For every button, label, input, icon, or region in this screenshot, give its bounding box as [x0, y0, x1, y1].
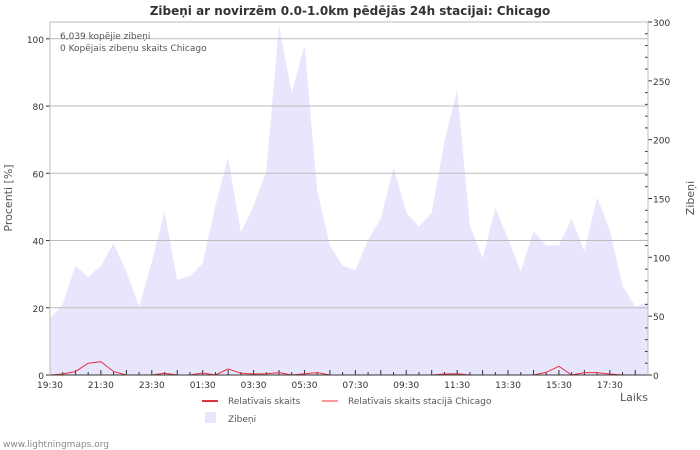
info-station: 0 Kopējais zibeņu skaits Chicago	[60, 44, 207, 54]
left-tick-label: 20	[33, 305, 45, 315]
legend-label-chicago: Relatīvais skaits stacijā Chicago	[348, 397, 492, 407]
left-tick-label: 40	[33, 238, 45, 248]
x-tick-label: 05:30	[291, 381, 317, 391]
x-tick-label: 11:30	[444, 381, 470, 391]
y-axis-left-label: Procenti [%]	[2, 164, 15, 231]
left-tick-label: 0	[38, 372, 44, 382]
x-tick-label: 03:30	[241, 381, 267, 391]
x-tick-label: 07:30	[342, 381, 368, 391]
x-tick-label: 15:30	[546, 381, 572, 391]
right-tick-label: 150	[653, 196, 670, 206]
x-tick-label: 09:30	[393, 381, 419, 391]
x-axis-label: Laiks	[620, 391, 648, 404]
right-tick-label: 250	[653, 78, 670, 88]
strikes-area	[50, 25, 648, 375]
y-axis-right-label: Zibeņi	[684, 181, 697, 215]
x-tick-label: 19:30	[37, 381, 63, 391]
legend-label-relative: Relatīvais skaits	[228, 397, 301, 407]
right-tick-label: 50	[653, 313, 665, 323]
chart-title: Zibeņi ar novirzēm 0.0-1.0km pēdējās 24h…	[150, 4, 551, 18]
right-tick-label: 200	[653, 137, 670, 147]
x-tick-label: 01:30	[190, 381, 216, 391]
legend-label-strikes: Zibeņi	[228, 415, 256, 425]
right-tick-label: 300	[653, 19, 670, 29]
info-total: 6,039 kopējie zibeņi	[60, 32, 150, 42]
left-tick-label: 80	[33, 103, 45, 113]
x-tick-label: 13:30	[495, 381, 521, 391]
x-tick-label: 21:30	[88, 381, 114, 391]
footer-url: www.lightningmaps.org	[3, 440, 109, 450]
x-tick-label: 23:30	[139, 381, 165, 391]
x-tick-label: 17:30	[597, 381, 623, 391]
right-tick-label: 0	[653, 372, 659, 382]
left-tick-label: 100	[27, 36, 44, 46]
left-tick-label: 60	[33, 170, 45, 180]
legend-swatch-strikes	[205, 412, 216, 423]
right-tick-label: 100	[653, 254, 670, 264]
